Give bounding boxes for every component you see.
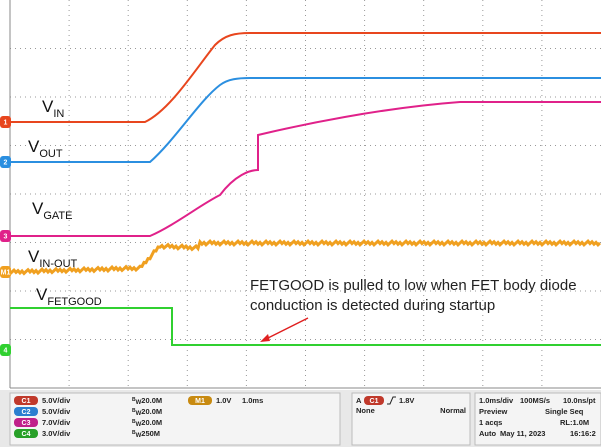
channel-marker — [0, 230, 11, 242]
acq-text: 10.0ns/pt — [563, 396, 596, 405]
label-sub: OUT — [39, 148, 63, 160]
math-time: 1.0ms — [242, 396, 263, 405]
channel-bw: BW250M — [132, 429, 160, 439]
bw-prefix: B — [132, 397, 136, 403]
trigger-level: 1.8V — [399, 396, 414, 405]
trace-label: VIN-OUT — [28, 247, 78, 270]
math-badge — [188, 396, 212, 405]
acq-text: Preview — [479, 407, 508, 416]
acq-text: RL:1.0M — [560, 418, 589, 427]
math-scale: 1.0V — [216, 396, 231, 405]
acq-text: 16:16:2 — [570, 429, 596, 438]
label-sub: FETGOOD — [47, 296, 101, 308]
trace-vin — [10, 32, 601, 123]
channel-tag: C2 — [22, 409, 31, 416]
label-sub: GATE — [43, 210, 72, 222]
marker-label: 2 — [4, 160, 8, 167]
trace-label: VOUT — [28, 137, 63, 160]
marker-label: 1 — [4, 120, 8, 127]
bw-sub: W — [136, 400, 142, 406]
acq-text: Auto — [479, 429, 496, 438]
bw-sub: W — [136, 422, 142, 428]
channel-tag: C3 — [22, 420, 31, 427]
trace-vin-out — [8, 238, 601, 278]
bw-value: 20.0M — [141, 396, 162, 405]
trace-label: VGATE — [32, 199, 72, 222]
bw-sub: W — [136, 433, 142, 439]
trigger-mode: A — [356, 396, 362, 405]
acq-text: 100MS/s — [520, 396, 550, 405]
channel-bw: BW20.0M — [132, 418, 162, 428]
label-main: V — [28, 137, 40, 156]
channel-badge — [14, 396, 38, 405]
acq-text: May 11, 2023 — [500, 429, 545, 438]
channel-scale: 3.0V/div — [42, 429, 71, 438]
channel-panel — [9, 392, 341, 446]
acq-text: 1 acqs — [479, 418, 502, 427]
label-sub: IN — [53, 108, 64, 120]
bw-sub: W — [136, 411, 142, 417]
channel-marker — [0, 266, 11, 278]
marker-label: 4 — [4, 348, 8, 355]
acq-panel — [474, 392, 601, 446]
display — [0, 0, 601, 390]
channel-scale: 7.0V/div — [42, 418, 71, 427]
trigger-tag: C1 — [370, 398, 379, 405]
bw-value: 250M — [141, 429, 160, 438]
acq-text: Single Seq — [545, 407, 584, 416]
marker-label: M1 — [1, 270, 11, 277]
channel-bw: BW20.0M — [132, 407, 162, 417]
channel-marker — [0, 116, 11, 128]
marker-label: 3 — [4, 234, 8, 241]
label-sub: IN-OUT — [39, 258, 77, 270]
label-main: V — [36, 285, 48, 304]
trigger-type: Normal — [440, 406, 466, 415]
label-main: V — [28, 247, 40, 266]
trace-vgate — [10, 101, 601, 237]
acq-text: 1.0ms/div — [479, 396, 514, 405]
label-main: V — [32, 199, 44, 218]
channel-tag: C1 — [22, 398, 31, 405]
trace-label: VIN — [42, 97, 64, 120]
arrow — [265, 317, 309, 340]
annotation: conduction is detected during startup — [250, 297, 495, 314]
trigger-badge — [364, 396, 384, 405]
trigger-coupling: None — [356, 406, 375, 415]
trace-label: VFETGOOD — [36, 285, 102, 308]
bw-value: 20.0M — [141, 418, 162, 427]
arrow-head — [260, 334, 270, 342]
channel-badge — [14, 429, 38, 438]
trigger-edge — [387, 396, 396, 405]
bw-prefix: B — [132, 408, 136, 414]
channel-badge — [14, 418, 38, 427]
channel-badge — [14, 407, 38, 416]
channel-tag: C4 — [22, 431, 31, 438]
channel-scale: 5.0V/div — [42, 407, 71, 416]
bw-value: 20.0M — [141, 407, 162, 416]
math-tag: M1 — [195, 398, 205, 405]
trace-vout — [10, 77, 601, 163]
channel-bw: BW20.0M — [132, 396, 162, 406]
channel-scale: 5.0V/div — [42, 396, 71, 405]
trace-fetgood — [10, 307, 601, 346]
channel-marker — [0, 344, 11, 356]
bw-prefix: B — [132, 419, 136, 425]
channel-marker — [0, 156, 11, 168]
annotation: FETGOOD is pulled to low when FET body d… — [250, 277, 577, 294]
bw-prefix: B — [132, 430, 136, 436]
label-main: V — [42, 97, 54, 116]
